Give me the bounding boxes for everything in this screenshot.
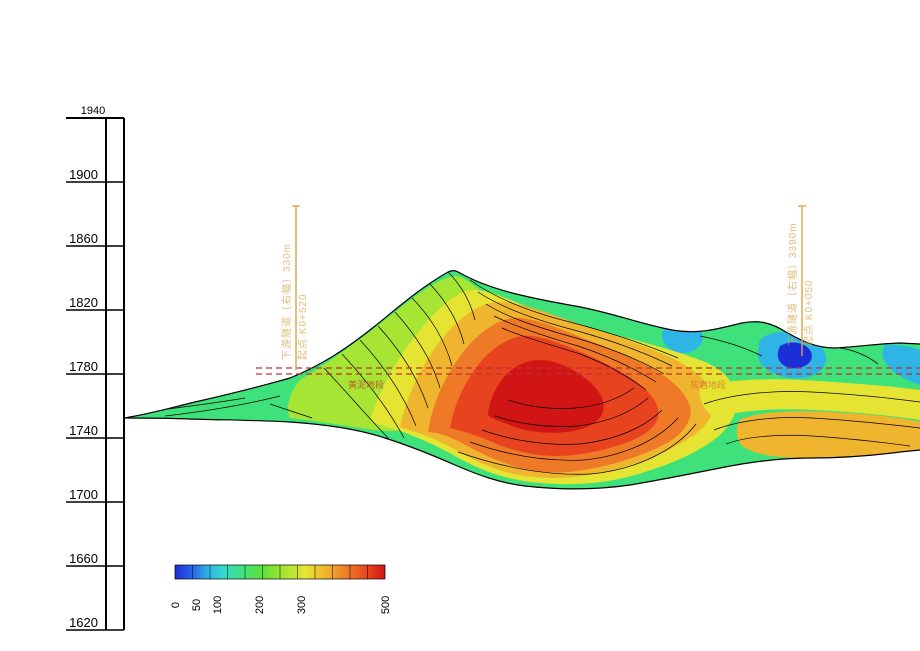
marker-text2-right: 起点 K0+050 <box>803 279 815 346</box>
cross-section-chart: 1940 1900 1860 1820 1780 1740 1700 1660 1620 黄泥地段… <box>0 0 920 651</box>
y-tick-label: 1820 <box>69 295 98 310</box>
tunnel-label-left: 黄泥地段 <box>348 379 384 390</box>
marker-text1-left: 下游隧道（右幅）330m <box>280 243 293 360</box>
marker-text1-right: 下游隧道（右幅）3390m <box>786 222 799 346</box>
y-tick-label: 1620 <box>69 615 98 630</box>
y-tick-label: 1660 <box>69 551 98 566</box>
tunnel-label-right: 灰岩地段 <box>690 379 726 390</box>
y-axis-top-label: 1940 <box>81 105 105 117</box>
legend-tick: 0 <box>170 602 182 608</box>
y-tick-label: 1740 <box>69 423 98 438</box>
y-tick-label: 1860 <box>69 231 98 246</box>
legend-tick: 100 <box>212 596 224 614</box>
marker-text2-left: 起点 K0+520 <box>297 293 309 360</box>
legend-tick: 500 <box>380 596 392 614</box>
legend-tick: 200 <box>254 596 266 614</box>
y-tick-label: 1900 <box>69 167 98 182</box>
legend-tick: 50 <box>191 599 203 611</box>
legend-tick: 300 <box>296 596 308 614</box>
y-tick-label: 1700 <box>69 487 98 502</box>
y-tick-label: 1780 <box>69 359 98 374</box>
